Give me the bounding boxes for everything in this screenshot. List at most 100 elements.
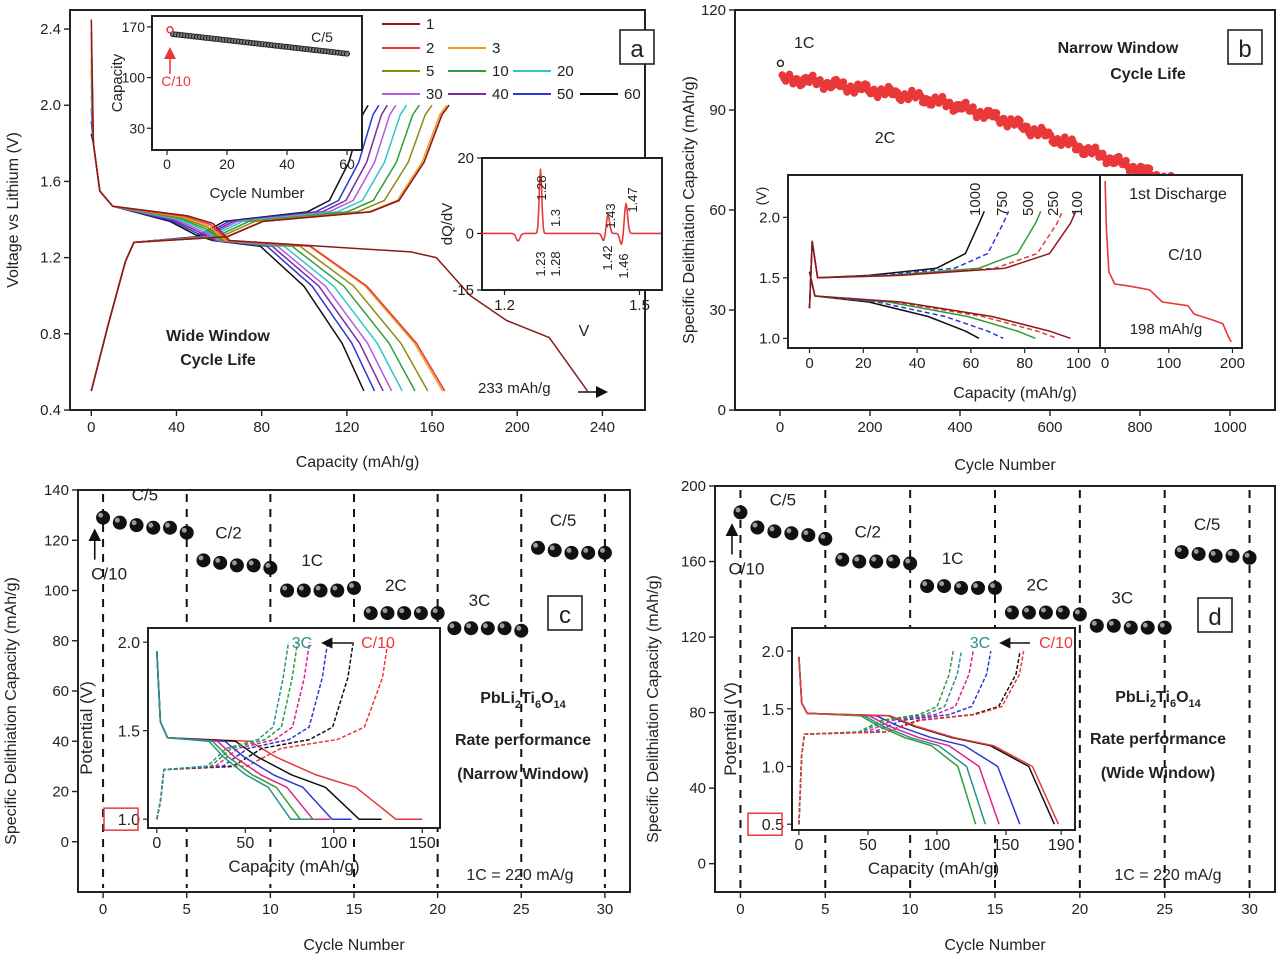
data-point-highlight (265, 562, 271, 568)
charge-curve (798, 650, 992, 825)
y-tick-label: 1.0 (759, 330, 780, 347)
x-tick-label: 800 (1127, 419, 1152, 436)
data-point (1038, 605, 1053, 620)
discharge-curve (798, 656, 1060, 825)
x-tick-label: 20 (219, 156, 235, 172)
dqdv-line (482, 168, 662, 245)
formula-part: 6 (1170, 698, 1176, 710)
data-point-body (163, 520, 177, 535)
data-point-highlight (365, 608, 371, 614)
data-point-highlight (1176, 547, 1182, 553)
panel-b-2c-label: 2C (875, 130, 895, 147)
data-point-highlight (1227, 550, 1233, 556)
data-point-body (129, 518, 144, 533)
y-tick-label: 0 (61, 834, 69, 851)
x-tick-label: 80 (253, 419, 270, 436)
data-point-highlight (449, 623, 455, 629)
x-tick-label: 50 (236, 835, 254, 852)
peak-label: 1.47 (625, 187, 640, 212)
panel-b-1c-label: 1C (794, 35, 814, 52)
x-tick-label: 200 (857, 419, 882, 436)
y-tick-label: 1.6 (40, 173, 61, 190)
data-point-highlight (248, 560, 254, 566)
data-point-highlight (282, 585, 288, 591)
data-point (581, 545, 596, 560)
y-tick-label: -15 (452, 282, 474, 299)
data-point-body (96, 510, 111, 525)
data-point (1157, 620, 1172, 635)
data-point-highlight (854, 556, 860, 562)
dqdv-curves (482, 168, 662, 245)
inset-ylabel: Potential (V) (77, 681, 96, 775)
data-point-body (869, 554, 884, 569)
y-tick-label: 1.2 (40, 250, 61, 267)
data-point-body (313, 583, 328, 598)
data-point-highlight (871, 556, 877, 562)
data-point (179, 525, 194, 540)
data-point (1122, 156, 1130, 165)
panel-a-curves (90, 19, 589, 392)
data-point (1055, 605, 1070, 620)
panel-letter: c (559, 602, 571, 629)
data-point-body (229, 558, 244, 573)
inset-xlabel: Cycle Number (209, 185, 304, 202)
panel-c-inset-curves (156, 642, 423, 820)
x-tick-label: 200 (505, 419, 530, 436)
x-tick-label: 100 (924, 837, 951, 854)
inset-ylabel: Potential (V) (721, 682, 740, 776)
data-point-body (1174, 545, 1189, 560)
curve-label: 100 (1069, 191, 1086, 216)
data-point-highlight (1193, 549, 1199, 554)
inset-profile-xlabel: Capacity (mAh/g) (953, 385, 1077, 402)
data-point-body (937, 579, 952, 594)
data-point-body (196, 553, 211, 568)
data-point-body (784, 526, 799, 541)
data-point-body (296, 583, 311, 598)
data-point-body (1055, 605, 1070, 620)
rate-label: C/5 (770, 491, 796, 510)
data-point-body (920, 579, 935, 594)
data-point (784, 526, 799, 541)
data-point-highlight (432, 608, 438, 614)
x-tick-label: 40 (168, 419, 185, 436)
panel-subtitle: Rate performance (455, 732, 591, 749)
data-point-highlight (1125, 622, 1131, 628)
first-discharge-title: 1st Discharge (1129, 186, 1227, 203)
y-tick-label: 40 (52, 733, 69, 750)
data-point-body (213, 555, 228, 570)
data-point (497, 621, 512, 636)
y-tick-label: 0.5 (762, 817, 784, 834)
peak-label: 1.23 (533, 251, 548, 276)
panel-c-xlabel: Cycle Number (303, 937, 405, 954)
data-point-highlight (131, 520, 137, 526)
data-point-highlight (566, 547, 572, 553)
data-point-body (1208, 548, 1223, 563)
x-tick-label: 40 (909, 355, 926, 372)
panel-c-ylabel: Specific Delithiation Capacity (mAh/g) (3, 577, 20, 845)
data-point (1089, 618, 1104, 633)
curve-label: 500 (1020, 191, 1037, 216)
panel-d-inset-curves (798, 650, 1060, 825)
data-point-body (852, 554, 867, 569)
rate-label: C/5 (1194, 515, 1220, 534)
rate-label: 1C (301, 551, 323, 570)
data-point-body (380, 606, 395, 621)
y-tick-label: 120 (681, 629, 706, 646)
first-rate-label: C/10 (91, 565, 127, 584)
charge-curve (798, 650, 974, 825)
data-point-body (835, 552, 850, 567)
charge-curve (156, 642, 311, 820)
data-point-highlight (1142, 622, 1148, 628)
data-point (839, 78, 848, 86)
data-point (1016, 116, 1024, 125)
inset-profile-curves (808, 210, 1077, 340)
data-point-body (1038, 605, 1053, 620)
data-point-highlight (382, 608, 388, 614)
x-tick-label: 30 (1241, 901, 1258, 918)
peak-label: 1.28 (534, 175, 549, 200)
data-point-body (413, 606, 428, 621)
y-tick-label: 1.5 (762, 702, 784, 719)
data-point-highlight (549, 545, 555, 551)
y-tick-label: 40 (689, 780, 706, 797)
rate-label: 1C (942, 549, 964, 568)
